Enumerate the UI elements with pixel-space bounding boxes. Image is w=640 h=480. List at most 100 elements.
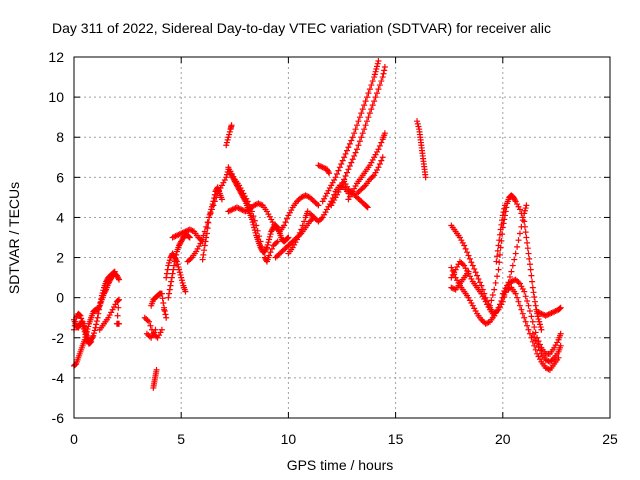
data-point <box>366 86 373 93</box>
data-point <box>527 266 534 273</box>
data-point <box>76 312 83 319</box>
data-point <box>524 245 531 252</box>
data-point <box>78 315 85 322</box>
data-point <box>532 302 539 309</box>
data-point <box>96 306 103 313</box>
data-point <box>338 183 345 190</box>
data-point <box>332 174 339 181</box>
data-point <box>296 229 303 236</box>
data-point <box>315 202 322 209</box>
data-point <box>462 245 469 252</box>
data-point <box>352 126 359 133</box>
data-point <box>226 128 233 135</box>
data-point <box>538 326 545 333</box>
data-point <box>521 223 528 230</box>
data-point <box>526 255 533 262</box>
data-point <box>414 120 421 127</box>
data-point <box>472 269 479 276</box>
data-point <box>223 142 230 149</box>
data-point <box>521 207 528 214</box>
data-point <box>153 366 160 373</box>
data-point <box>381 67 388 74</box>
data-point <box>469 262 476 269</box>
y-tick-label: -4 <box>52 370 65 386</box>
data-point <box>95 310 102 317</box>
data-point <box>365 114 372 121</box>
data-point <box>226 131 233 138</box>
data-point <box>338 160 345 167</box>
data-point <box>380 70 387 77</box>
data-point <box>537 324 544 331</box>
data-point <box>346 140 353 147</box>
data-point <box>99 289 106 296</box>
data-point <box>159 295 166 302</box>
data-point <box>165 294 172 301</box>
data-point <box>528 313 535 320</box>
data-point <box>519 214 526 221</box>
data-point <box>228 122 235 129</box>
data-point <box>218 196 225 203</box>
data-point <box>521 288 528 295</box>
data-point <box>198 236 205 243</box>
data-point <box>201 247 208 254</box>
data-point <box>166 290 173 297</box>
data-point <box>364 94 371 101</box>
data-point <box>531 293 538 300</box>
data-point <box>208 206 215 213</box>
data-point <box>535 344 542 351</box>
data-point <box>499 217 506 224</box>
data-point <box>87 339 94 346</box>
data-point <box>529 330 536 337</box>
data-point <box>83 334 90 341</box>
data-point <box>175 263 182 270</box>
data-point <box>371 74 378 81</box>
data-point <box>266 233 273 240</box>
data-point <box>282 219 289 226</box>
data-point <box>341 154 348 161</box>
data-point <box>349 134 356 141</box>
data-point <box>96 302 103 309</box>
data-point <box>376 142 383 149</box>
data-point <box>199 256 206 263</box>
data-point <box>511 256 518 263</box>
data-point <box>365 90 372 97</box>
data-point <box>519 310 526 317</box>
data-point <box>512 250 519 257</box>
data-point <box>264 241 271 248</box>
data-point <box>285 234 292 241</box>
data-point <box>173 251 180 258</box>
data-point <box>478 282 485 289</box>
data-point <box>246 201 253 208</box>
data-point <box>466 255 473 262</box>
data-point <box>248 208 255 215</box>
data-point <box>210 198 217 205</box>
data-point <box>361 102 368 109</box>
data-point <box>493 258 500 265</box>
data-point <box>376 160 383 167</box>
data-point <box>171 262 178 269</box>
data-point <box>81 326 88 333</box>
data-point <box>345 144 352 151</box>
data-point <box>335 167 342 174</box>
data-point <box>535 316 542 323</box>
data-point <box>160 300 167 307</box>
data-point <box>358 110 365 117</box>
data-point <box>557 304 564 311</box>
data-point <box>176 269 183 276</box>
data-point <box>532 346 539 353</box>
data-point <box>529 284 536 291</box>
data-point <box>253 222 260 229</box>
data-point <box>201 242 208 249</box>
data-point <box>524 239 531 246</box>
data-point <box>166 259 173 266</box>
data-point <box>206 214 213 221</box>
data-point <box>371 98 378 105</box>
data-point <box>522 229 529 236</box>
data-point <box>348 137 355 144</box>
data-point <box>518 306 525 313</box>
y-tick-label: 10 <box>48 89 64 105</box>
data-point <box>526 308 533 315</box>
data-point <box>359 130 366 137</box>
data-point <box>336 164 343 171</box>
